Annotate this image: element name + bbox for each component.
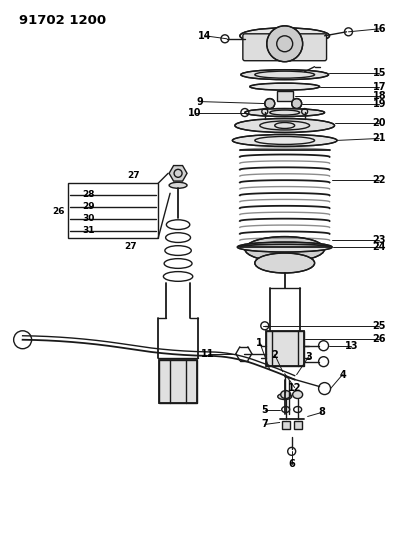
Text: 91702 1200: 91702 1200 (19, 14, 106, 27)
Ellipse shape (169, 182, 187, 188)
Ellipse shape (232, 134, 337, 147)
Text: 13: 13 (345, 341, 358, 351)
Text: 14: 14 (198, 31, 212, 41)
Ellipse shape (245, 237, 324, 262)
Text: 5: 5 (261, 405, 268, 415)
Text: 12: 12 (288, 383, 302, 393)
Text: 18: 18 (372, 91, 386, 101)
Text: 23: 23 (373, 235, 386, 245)
Text: 4: 4 (339, 369, 346, 379)
Text: 29: 29 (82, 201, 95, 211)
Text: 17: 17 (373, 82, 386, 92)
Text: 26: 26 (373, 334, 386, 344)
Bar (266, 331, 304, 366)
Bar (294, 422, 302, 430)
Ellipse shape (250, 83, 320, 90)
Text: 9: 9 (197, 96, 203, 107)
Text: 21: 21 (373, 133, 386, 143)
Text: 31: 31 (82, 225, 95, 235)
Bar (159, 360, 197, 402)
Text: 7: 7 (261, 419, 268, 430)
Text: 15: 15 (373, 68, 386, 78)
Ellipse shape (240, 28, 330, 44)
Ellipse shape (255, 253, 315, 273)
Text: 3: 3 (305, 352, 312, 362)
Text: 16: 16 (373, 24, 386, 34)
Bar (68, 183, 158, 238)
Bar (282, 422, 290, 430)
Ellipse shape (281, 391, 291, 399)
Text: 19: 19 (373, 99, 386, 109)
Bar (266, 331, 304, 366)
Ellipse shape (241, 70, 328, 79)
FancyBboxPatch shape (243, 34, 326, 61)
Bar (159, 360, 197, 402)
Text: 22: 22 (373, 175, 386, 185)
Text: 24: 24 (373, 242, 386, 252)
Text: 27: 27 (124, 241, 136, 251)
Text: 28: 28 (82, 190, 95, 199)
Text: 11: 11 (201, 349, 215, 359)
Text: 1: 1 (256, 338, 263, 348)
Text: 25: 25 (373, 321, 386, 331)
Text: 26: 26 (52, 207, 65, 216)
Circle shape (267, 26, 303, 62)
Ellipse shape (293, 391, 303, 399)
Text: 10: 10 (188, 108, 202, 118)
Text: 20: 20 (373, 117, 386, 127)
Polygon shape (169, 166, 187, 181)
Circle shape (265, 99, 275, 109)
Circle shape (292, 99, 302, 109)
Ellipse shape (278, 393, 292, 400)
Text: 2: 2 (271, 350, 278, 360)
Text: 30: 30 (82, 214, 94, 223)
Ellipse shape (235, 118, 334, 133)
Text: 27: 27 (127, 171, 140, 180)
Text: 8: 8 (318, 408, 325, 417)
Text: 6: 6 (288, 459, 295, 470)
Ellipse shape (237, 242, 332, 252)
Bar (277, 91, 293, 101)
Ellipse shape (245, 109, 324, 117)
